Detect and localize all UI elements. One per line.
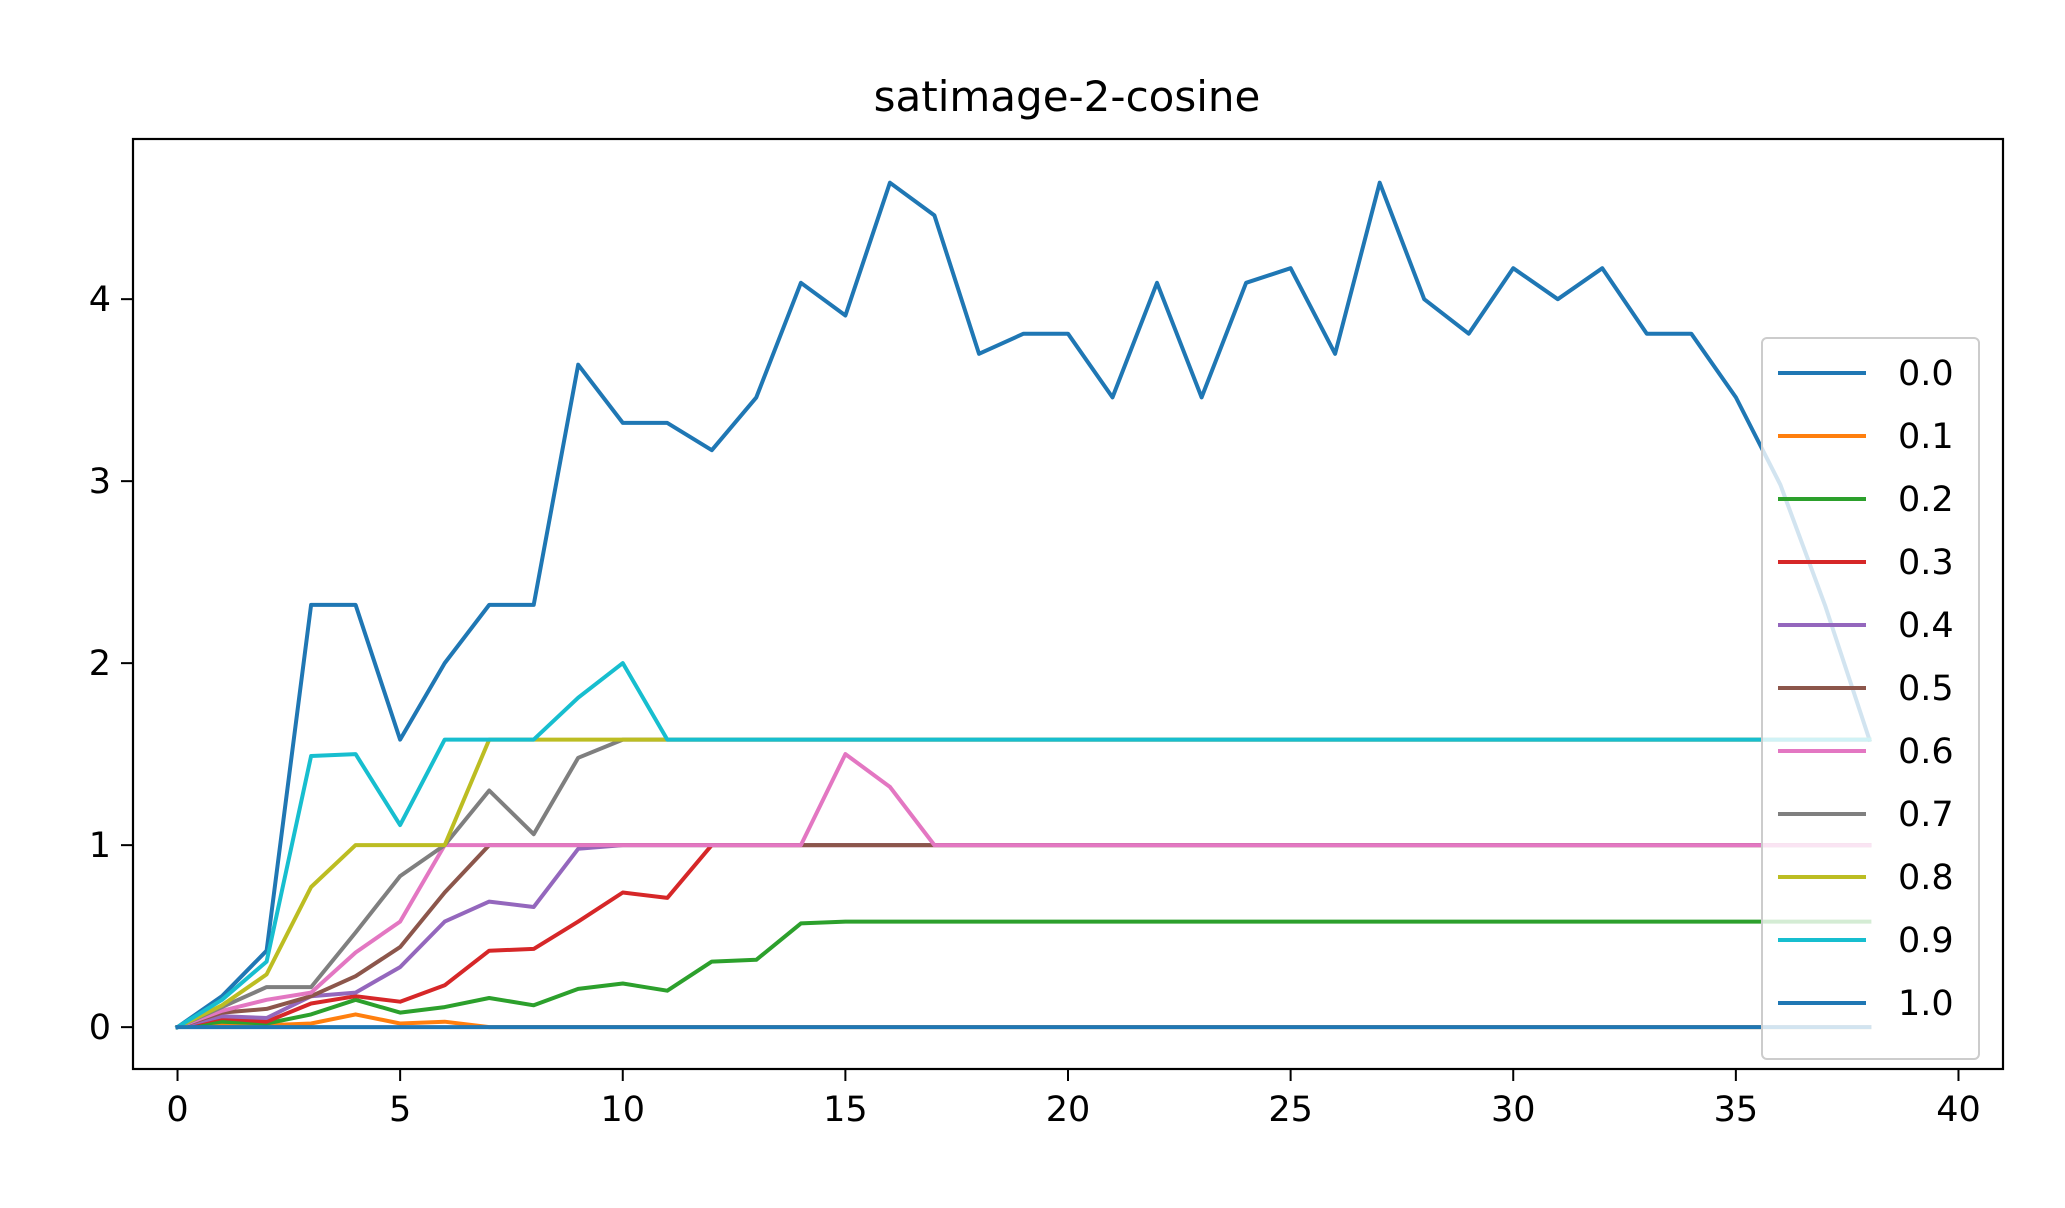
y-tick-label: 2	[89, 644, 111, 684]
x-tick-label: 20	[1046, 1090, 1091, 1130]
x-tick-label: 15	[823, 1090, 868, 1130]
legend-label: 0.0	[1898, 354, 1954, 394]
chart-title: satimage-2-cosine	[874, 72, 1261, 121]
x-tick-label: 5	[389, 1090, 411, 1130]
legend-label: 0.5	[1898, 669, 1954, 709]
series-line-0.4	[175, 843, 1872, 1030]
x-tick-label: 0	[166, 1090, 188, 1130]
y-tick-label: 4	[89, 280, 111, 320]
plot-lines	[174, 180, 1872, 1030]
series-line-0.2	[175, 919, 1872, 1030]
legend-label: 0.1	[1898, 417, 1954, 457]
x-tick-label: 40	[1936, 1090, 1981, 1130]
x-tick-label: 10	[600, 1090, 645, 1130]
legend-label: 0.8	[1898, 858, 1954, 898]
legend-label: 0.7	[1898, 795, 1954, 835]
y-tick-label: 3	[89, 462, 111, 502]
legend-label: 0.6	[1898, 732, 1954, 772]
y-tick-label: 0	[89, 1008, 111, 1048]
legend-label: 0.2	[1898, 480, 1954, 520]
x-tick-label: 30	[1491, 1090, 1536, 1130]
legend-label: 1.0	[1898, 984, 1954, 1024]
legend: 0.0 0.1 0.2 0.3 0.4 0.5 0.6 0.7 0.8 0.9 1.0	[1761, 337, 1980, 1060]
y-axis: 0 1 2 3 4	[89, 280, 133, 1048]
legend-label: 0.9	[1898, 921, 1954, 961]
series-line-0.9	[174, 661, 1872, 1030]
legend-label: 0.4	[1898, 606, 1954, 646]
series-line-0.6	[174, 752, 1872, 1030]
x-tick-label: 25	[1268, 1090, 1313, 1130]
x-tick-label: 35	[1714, 1090, 1759, 1130]
series-line-0.8	[174, 737, 1872, 1030]
legend-label: 0.3	[1898, 543, 1954, 583]
x-axis: 0 5 10 15 20 25 30 35 40	[166, 1069, 1981, 1130]
y-tick-label: 1	[89, 826, 111, 866]
series-line-0.7	[174, 737, 1872, 1030]
series-line-0.0	[174, 180, 1872, 1030]
